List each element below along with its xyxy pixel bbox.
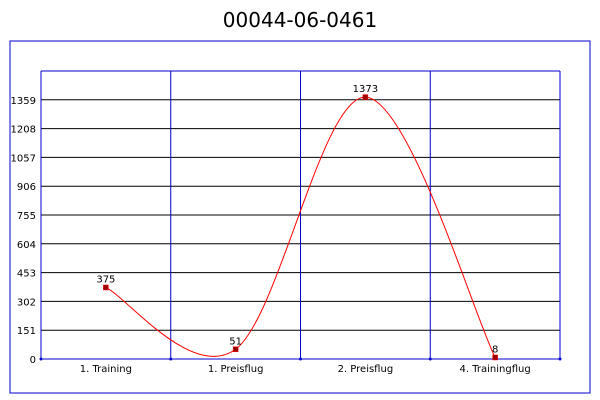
outer-frame: [9, 40, 591, 394]
data-point-marker: [232, 346, 239, 353]
y-tick-label: 755: [17, 211, 36, 222]
data-label: 51: [229, 336, 242, 347]
data-label: 1373: [353, 84, 378, 95]
y-tick-label: 0: [30, 355, 36, 366]
x-tick-label: 2. Preisflug: [338, 364, 394, 375]
series: [103, 94, 498, 361]
y-tick-label: 1057: [11, 153, 36, 164]
data-point-marker: [362, 94, 369, 100]
chart-title: 00044-06-0461: [222, 8, 378, 32]
y-tick-label: 453: [17, 269, 36, 280]
y-tick-label: 1208: [11, 125, 36, 136]
x-tick-label: 1. Training: [80, 364, 132, 375]
data-label: 8: [492, 344, 498, 355]
y-tick-label: 302: [17, 297, 36, 308]
series-line: [105, 96, 496, 358]
data-point-marker: [492, 354, 498, 361]
data-label: 375: [96, 274, 115, 285]
y-tick-label: 906: [17, 182, 36, 193]
data-point-marker: [103, 284, 109, 291]
axes: [39, 70, 562, 361]
x-tick-label: 4. Trainingflug: [460, 364, 531, 375]
y-tick-labels: 0 151 302 453 604 755 906 1057 1208 1359: [11, 96, 36, 366]
y-tick-label: 604: [17, 240, 36, 251]
x-tick-labels: 1. Training 1. Preisflug 2. Preisflug 4. Tr…: [80, 364, 531, 375]
y-tick-label: 1359: [11, 96, 36, 107]
data-labels: 375 51 1373 8: [96, 84, 498, 355]
x-tick-label: 1. Preisflug: [208, 364, 264, 375]
y-tick-label: 151: [17, 326, 36, 337]
